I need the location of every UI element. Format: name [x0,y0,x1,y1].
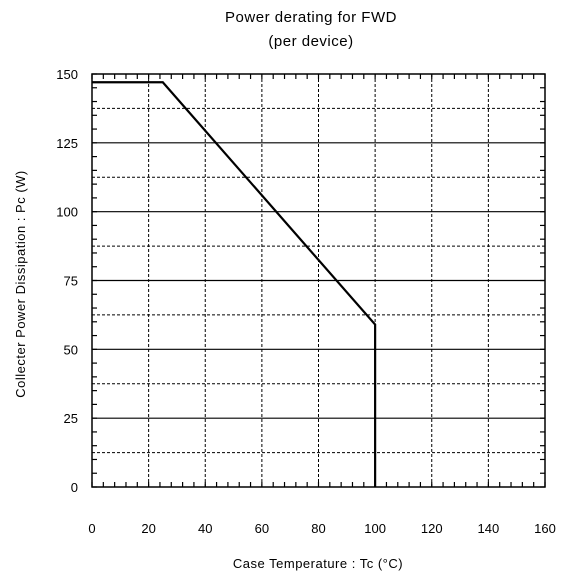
y-tick-label: 125 [56,136,78,151]
grid [92,74,545,487]
x-tick-label: 120 [421,521,443,536]
y-tick-labels: 0 25 50 75 100 125 150 [56,67,78,495]
y-tick-label: 50 [64,342,78,357]
x-axis-label: Case Temperature : Tc (°C) [233,556,403,571]
chart-title: Power derating for FWD [225,9,397,26]
series-layer [92,81,377,487]
x-tick-label: 100 [364,521,386,536]
y-tick-label: 75 [64,274,78,289]
x-tick-label: 140 [478,521,500,536]
y-tick-label: 25 [64,411,78,426]
x-tick-labels: 0 20 40 60 80 100 120 140 160 [88,521,555,536]
y-tick-label: 150 [56,67,78,82]
plot-frame [91,73,546,488]
x-tick-label: 160 [534,521,556,536]
y-tick-label: 100 [56,205,78,220]
y-tick-label: 0 [71,480,78,495]
y-axis-label: Collecter Power Dissipation : Pc (W) [13,170,28,398]
x-tick-label: 0 [88,521,95,536]
x-tick-label: 40 [198,521,212,536]
x-tick-label: 80 [311,521,325,536]
series-line-0 [92,81,377,487]
chart-subtitle: (per device) [268,33,353,50]
x-tick-label: 60 [255,521,269,536]
x-tick-label: 20 [141,521,155,536]
minor-ticks [91,73,546,488]
